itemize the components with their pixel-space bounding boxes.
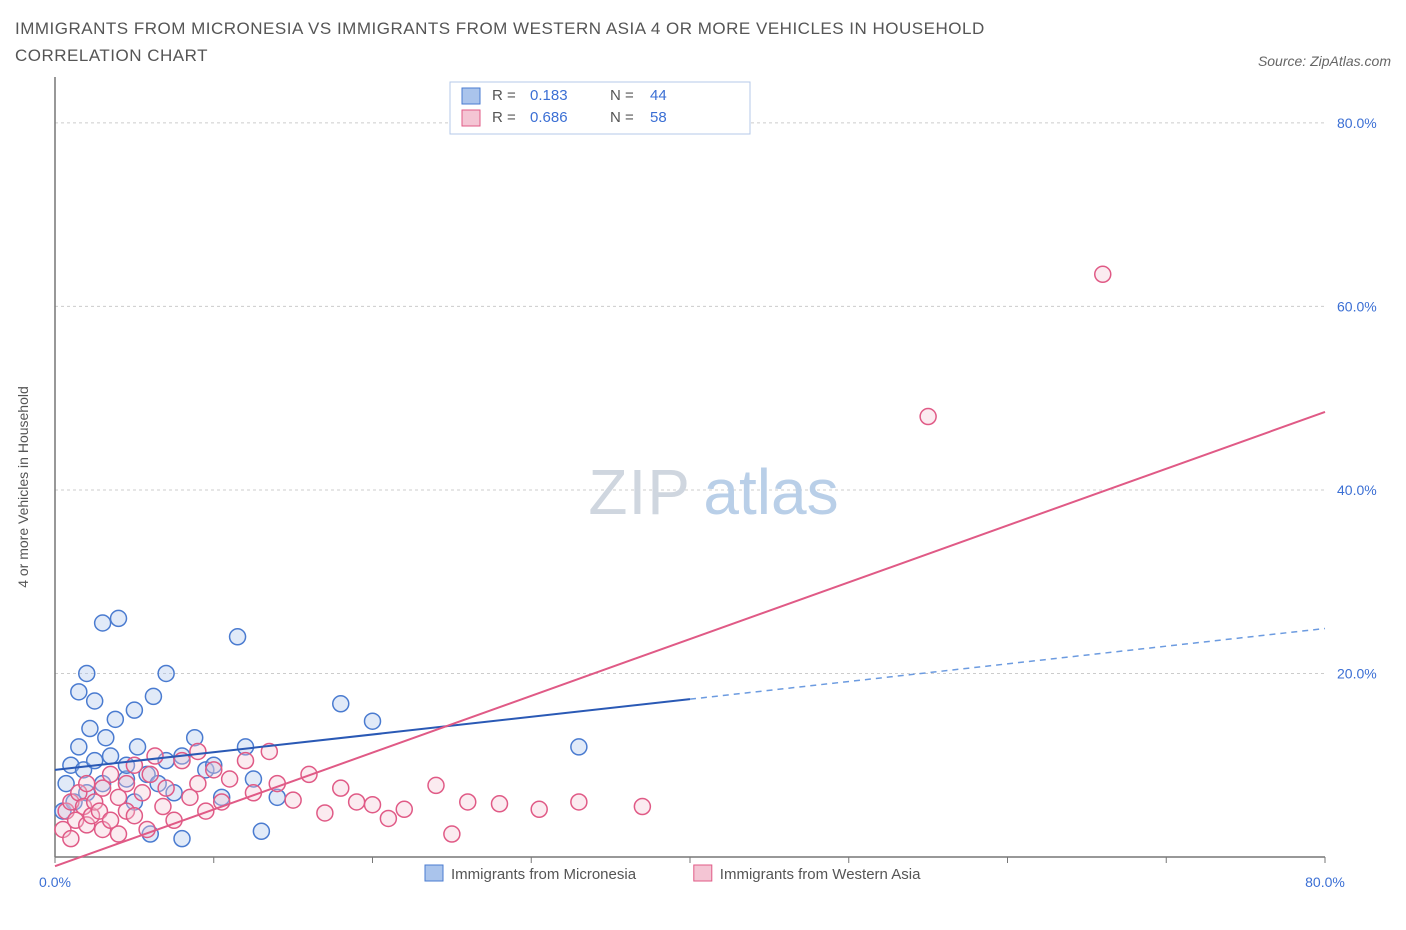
data-point — [333, 696, 349, 712]
x-tick-label: 80.0% — [1305, 874, 1345, 890]
data-point — [155, 799, 171, 815]
legend-label: Immigrants from Western Asia — [720, 866, 921, 883]
legend-label: Immigrants from Micronesia — [451, 866, 637, 883]
data-point — [71, 684, 87, 700]
data-point — [492, 796, 508, 812]
stats-r-value: 0.183 — [530, 87, 568, 104]
data-point — [145, 689, 161, 705]
data-point — [142, 767, 158, 783]
trend-line — [55, 700, 690, 771]
y-axis-label: 4 or more Vehicles in Household — [15, 387, 31, 589]
data-point — [253, 824, 269, 840]
data-point — [230, 629, 246, 645]
chart-source: Source: ZipAtlas.com — [1258, 53, 1391, 69]
data-point — [147, 748, 163, 764]
data-point — [158, 666, 174, 682]
legend-swatch — [462, 88, 480, 104]
data-point — [428, 778, 444, 794]
data-point — [333, 781, 349, 797]
scatter-chart-svg: ZIPatlas 0.0% 80.0% 20.0% 40.0% 60.0% 80.0% R =… — [15, 77, 1391, 897]
watermark-text: atlas — [703, 456, 838, 528]
data-point — [126, 703, 142, 719]
data-point — [317, 805, 333, 821]
data-point — [98, 730, 114, 746]
data-point — [380, 811, 396, 827]
data-point — [71, 739, 87, 755]
data-point — [634, 799, 650, 815]
y-tick-label: 40.0% — [1337, 482, 1377, 498]
data-point — [111, 611, 127, 627]
x-tick-label: 0.0% — [39, 874, 71, 890]
stats-r-label: R = — [492, 87, 516, 104]
stats-r-value: 0.686 — [530, 109, 568, 126]
data-point — [118, 776, 134, 792]
data-point — [444, 826, 460, 842]
data-point — [95, 615, 111, 631]
data-point — [571, 739, 587, 755]
data-point — [130, 739, 146, 755]
data-point — [111, 826, 127, 842]
data-point — [238, 753, 254, 769]
data-point — [349, 794, 365, 810]
data-point — [126, 808, 142, 824]
stats-n-value: 58 — [650, 109, 667, 126]
data-point — [531, 802, 547, 818]
stats-n-label: N = — [610, 109, 634, 126]
data-point — [365, 797, 381, 813]
stats-n-value: 44 — [650, 87, 667, 104]
data-point — [396, 802, 412, 818]
chart-area: 4 or more Vehicles in Household ZIPatlas… — [15, 77, 1391, 897]
data-point — [103, 767, 119, 783]
trend-line-extrapolated — [690, 629, 1325, 700]
data-point — [87, 693, 103, 709]
data-point — [190, 744, 206, 760]
data-point — [107, 712, 123, 728]
legend-swatch — [462, 110, 480, 126]
data-point — [190, 776, 206, 792]
data-point — [206, 762, 222, 778]
data-point — [365, 714, 381, 730]
data-point — [63, 831, 79, 847]
y-tick-label: 60.0% — [1337, 299, 1377, 315]
data-point — [920, 409, 936, 425]
data-point — [222, 771, 238, 787]
data-point — [134, 785, 150, 801]
y-tick-label: 20.0% — [1337, 666, 1377, 682]
data-point — [103, 748, 119, 764]
data-point — [79, 666, 95, 682]
watermark-text: ZIP — [588, 456, 691, 528]
data-point — [571, 794, 587, 810]
chart-header: IMMIGRANTS FROM MICRONESIA VS IMMIGRANTS… — [15, 15, 1391, 69]
data-point — [285, 792, 301, 808]
chart-title: IMMIGRANTS FROM MICRONESIA VS IMMIGRANTS… — [15, 15, 1115, 69]
stats-n-label: N = — [610, 87, 634, 104]
legend-swatch — [694, 865, 712, 881]
data-point — [1095, 267, 1111, 283]
stats-r-label: R = — [492, 109, 516, 126]
data-point — [460, 794, 476, 810]
data-point — [79, 776, 95, 792]
y-tick-label: 80.0% — [1337, 115, 1377, 131]
data-point — [158, 781, 174, 797]
legend-swatch — [425, 865, 443, 881]
data-point — [82, 721, 98, 737]
data-point — [174, 831, 190, 847]
